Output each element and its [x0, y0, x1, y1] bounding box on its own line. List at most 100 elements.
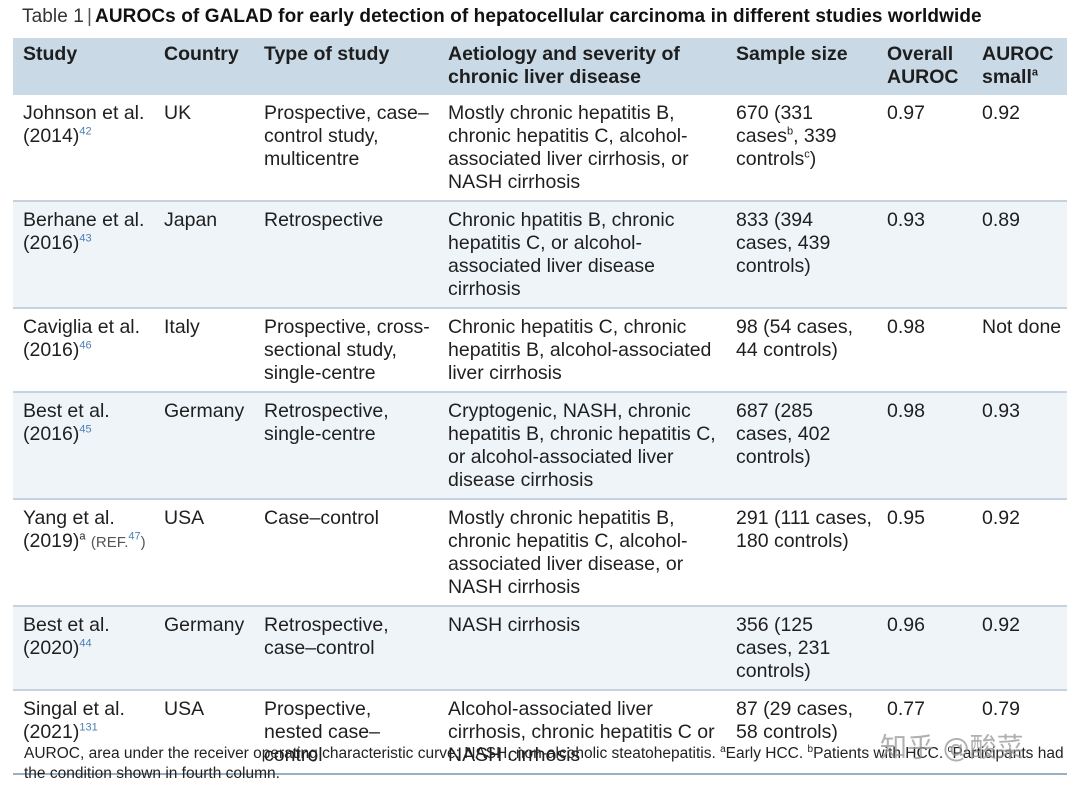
study-ref[interactable]: 46 — [79, 339, 92, 352]
cell-study: Yang et al. (2019)a (REF.47) — [13, 499, 154, 607]
cell-type: Prospective, case–control study, multice… — [254, 95, 438, 202]
sample-part: , 339 controls — [736, 125, 837, 170]
cell-overall: 0.96 — [877, 606, 972, 691]
cell-sample: 291 (111 cases, 180 controls) — [726, 499, 877, 607]
footnote-definitions: AUROC, area under the receiver operating… — [24, 745, 721, 762]
study-ref[interactable]: 44 — [79, 637, 92, 650]
study-author: Johnson et al. — [23, 102, 145, 124]
galad-table: Study Country Type of study Aetiology an… — [13, 38, 1067, 775]
cell-sample: 356 (125 cases, 231 controls) — [726, 606, 877, 691]
cell-type: Retrospective, single-centre — [254, 392, 438, 500]
table-label: Table 1 — [22, 6, 84, 27]
study-ref[interactable]: 131 — [79, 721, 98, 734]
table-row: Singal et al. (2021)131 USA Prospective, … — [13, 690, 1067, 773]
cell-country: Germany — [154, 606, 254, 691]
header-small-sup: a — [1031, 66, 1038, 79]
cell-type: Case–control — [254, 499, 438, 607]
table-row: Best et al. (2016)45 Germany Retrospectiv… — [13, 392, 1067, 500]
cell-type: Retrospective, case–control — [254, 606, 438, 691]
cell-country: UK — [154, 95, 254, 202]
cell-aetiology: Cryptogenic, NASH, chronic hepatitis B, … — [438, 392, 726, 500]
table-caption: Table 1 | AUROCs of GALAD for early detect… — [22, 6, 982, 28]
footnote-patients: Patients with HCC. — [813, 745, 948, 762]
study-author: Singal et al. — [23, 698, 125, 720]
study-author: Best et al. — [23, 614, 110, 636]
study-year: (2021) — [23, 721, 80, 743]
cell-small: 0.92 — [972, 606, 1067, 691]
table-row: Best et al. (2020)44 Germany Retrospectiv… — [13, 606, 1067, 691]
cell-country: Japan — [154, 201, 254, 309]
cell-overall: 0.77 — [887, 698, 925, 720]
table-footnote: AUROC, area under the receiver operating… — [24, 744, 1064, 784]
cell-overall: 0.95 — [877, 499, 972, 607]
cell-sample: 98 (54 cases, 44 controls) — [726, 308, 877, 393]
sample-sup: c — [804, 148, 810, 161]
cell-small: Not done — [972, 308, 1067, 393]
study-year: (2020) — [23, 637, 80, 659]
cell-aetiology: Alcohol-associated liver cirrhosis, chro… — [448, 698, 715, 766]
cell-study: Best et al. (2016)45 — [13, 392, 154, 500]
cell-overall: 0.93 — [877, 201, 972, 309]
cell-aetiology: Mostly chronic hepatitis B, chronic hepa… — [438, 499, 726, 607]
header-overall: Overall AUROC — [877, 38, 972, 95]
cell-aetiology: NASH cirrhosis — [438, 606, 726, 691]
study-year: (2019) — [23, 530, 80, 552]
cell-small: 0.92 — [972, 499, 1067, 607]
footnote-participants: Participants had the condition shown in … — [24, 745, 1064, 782]
cell-overall: 0.98 — [877, 392, 972, 500]
study-ref[interactable]: 45 — [79, 423, 92, 436]
footnote-sup: c — [947, 743, 953, 755]
study-author: Yang et al. — [23, 507, 115, 529]
sample-sup: b — [786, 125, 794, 138]
study-ref[interactable]: 43 — [79, 232, 92, 245]
cell-country: USA — [154, 499, 254, 607]
cell-type: Prospective, nested case–control — [264, 698, 381, 766]
header-country: Country — [154, 38, 254, 95]
study-year-sup: a — [79, 530, 86, 543]
cell-sample: 87 (29 cases, 58 controls) — [736, 698, 854, 743]
table-title: AUROCs of GALAD for early detection of h… — [95, 6, 982, 27]
cell-small: 0.89 — [972, 201, 1067, 309]
sample-part: 670 (331 cases — [736, 102, 813, 147]
cell-country: USA — [164, 698, 205, 720]
cell-sample: 670 (331 casesb, 339 controlsc) — [726, 95, 877, 202]
study-ref[interactable]: 47 — [128, 530, 141, 543]
cell-small: 0.79 — [982, 698, 1020, 720]
study-author: Best et al. — [23, 400, 110, 422]
study-year: (2016) — [23, 232, 80, 254]
caption-separator: | — [86, 6, 93, 27]
cell-small: 0.92 — [972, 95, 1067, 202]
cell-sample: 833 (394 cases, 439 controls) — [726, 201, 877, 309]
study-author: Caviglia et al. — [23, 316, 141, 338]
cell-study: Johnson et al. (2014)42 — [13, 95, 154, 202]
cell-aetiology: Chronic hpatitis B, chronic hepatitis C,… — [438, 201, 726, 309]
sample-part: ) — [809, 148, 817, 170]
cell-aetiology: Chronic hepatitis C, chronic hepatitis B… — [438, 308, 726, 393]
cell-overall: 0.97 — [877, 95, 972, 202]
cell-small: 0.93 — [972, 392, 1067, 500]
footnote-sup: b — [807, 743, 814, 755]
header-small-label: AUROC small — [982, 43, 1054, 88]
study-author: Berhane et al. — [23, 209, 145, 231]
header-row: Study Country Type of study Aetiology an… — [13, 38, 1067, 95]
study-year: (2016) — [23, 339, 80, 361]
study-ref-close: ) — [140, 534, 146, 551]
cell-study: Caviglia et al. (2016)46 — [13, 308, 154, 393]
table-row: Johnson et al. (2014)42 UK Prospective, c… — [13, 95, 1067, 202]
study-ref[interactable]: 42 — [79, 125, 92, 138]
header-sample: Sample size — [726, 38, 877, 95]
table-row: Yang et al. (2019)a (REF.47) USA Case–con… — [13, 499, 1067, 607]
study-ref-label: (REF. — [90, 534, 129, 551]
header-small: AUROC smalla — [972, 38, 1067, 95]
cell-overall: 0.98 — [877, 308, 972, 393]
cell-type: Retrospective — [254, 201, 438, 309]
cell-country: Germany — [154, 392, 254, 500]
study-year: (2014) — [23, 125, 80, 147]
table-row: Berhane et al. (2016)43 Japan Retrospecti… — [13, 201, 1067, 309]
cell-aetiology: Mostly chronic hepatitis B, chronic hepa… — [438, 95, 726, 202]
cell-study: Singal et al. (2021)131 — [13, 690, 154, 773]
study-year: (2016) — [23, 423, 80, 445]
header-type: Type of study — [254, 38, 438, 95]
footnote-early: Early HCC. — [725, 745, 808, 762]
header-study: Study — [13, 38, 154, 95]
